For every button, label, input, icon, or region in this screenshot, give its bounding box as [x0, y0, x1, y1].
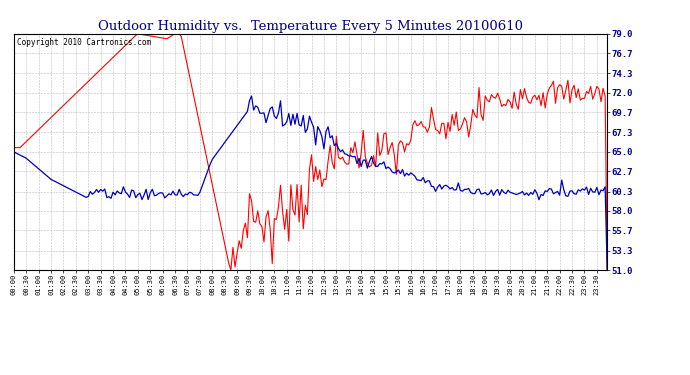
Title: Outdoor Humidity vs.  Temperature Every 5 Minutes 20100610: Outdoor Humidity vs. Temperature Every 5… [98, 20, 523, 33]
Text: Copyright 2010 Cartronics.com: Copyright 2010 Cartronics.com [17, 39, 151, 48]
